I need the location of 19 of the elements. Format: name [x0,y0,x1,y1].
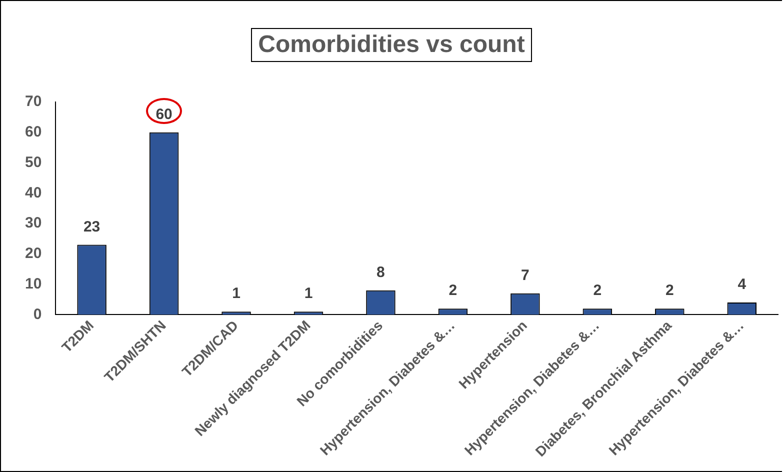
y-tick-label: 20 [24,245,42,262]
data-label: 1 [232,285,240,302]
y-tick-label: 30 [24,214,42,232]
chart-title: Comorbidities vs count [251,28,532,62]
data-label: 23 [83,218,100,236]
data-label: 2 [593,282,602,300]
data-label: 8 [376,264,385,281]
data-label: 7 [521,267,530,284]
y-tick-label: 50 [24,154,42,171]
data-label: 1 [304,285,313,302]
data-label: 2 [665,282,674,300]
y-tick-label: 40 [24,184,42,202]
y-tick-label: 10 [24,275,42,292]
y-tick-label: 60 [24,124,42,141]
data-label: 2 [448,282,458,300]
y-tick-label: 0 [33,306,42,323]
data-label: 4 [738,276,747,294]
y-tick-label: 70 [24,93,42,110]
data-label: 60 [156,106,172,124]
